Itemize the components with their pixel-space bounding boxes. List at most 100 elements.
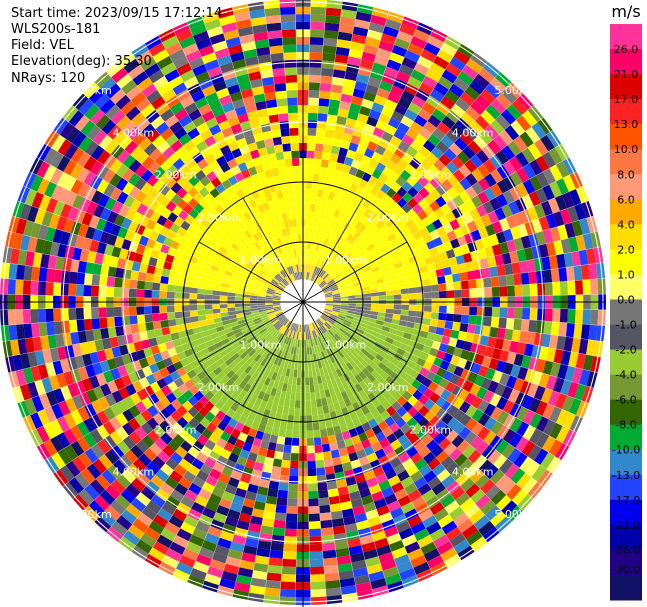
velocity-gate: [362, 265, 372, 273]
velocity-gate: [378, 155, 391, 167]
velocity-gate: [517, 366, 529, 381]
velocity-gate: [535, 358, 547, 373]
velocity-gate: [375, 319, 384, 326]
velocity-gate: [338, 147, 349, 157]
velocity-gate: [399, 282, 409, 290]
velocity-gate: [324, 129, 335, 139]
velocity-gate: [417, 108, 432, 121]
velocity-gate: [483, 187, 497, 201]
velocity-gate: [469, 208, 481, 221]
velocity-gate: [433, 55, 450, 70]
velocity-gate: [323, 246, 330, 255]
velocity-gate: [578, 338, 589, 355]
velocity-gate: [353, 229, 362, 239]
velocity-gate: [426, 240, 436, 250]
velocity-gate: [506, 307, 515, 319]
velocity-gate: [383, 228, 394, 238]
velocity-gate: [398, 140, 411, 153]
velocity-gate: [330, 259, 338, 268]
velocity-gate: [431, 291, 440, 299]
velocity-gate: [358, 137, 370, 148]
velocity-gate: [461, 64, 479, 80]
velocity-gate: [432, 127, 446, 141]
velocity-gate: [406, 321, 415, 329]
velocity-gate: [351, 159, 361, 169]
velocity-gate: [462, 211, 474, 224]
velocity-gate: [496, 396, 509, 411]
velocity-gate: [356, 144, 367, 155]
velocity-gate: [344, 279, 352, 285]
velocity-gate: [465, 332, 475, 343]
velocity-gate: [437, 275, 446, 285]
velocity-gate: [399, 314, 409, 322]
velocity-gate: [371, 215, 382, 226]
velocity-gate: [502, 362, 514, 376]
velocity-gate: [502, 160, 517, 176]
velocity-gate: [309, 44, 324, 53]
velocity-gate: [556, 409, 569, 426]
velocity-gate: [427, 133, 441, 147]
velocity-gate: [475, 94, 491, 110]
velocity-gate: [393, 309, 402, 315]
velocity-gate: [499, 217, 511, 232]
velocity-gate: [358, 162, 369, 173]
velocity-gate: [353, 314, 362, 320]
velocity-gate: [481, 144, 496, 159]
velocity-gate: [361, 130, 373, 141]
velocity-gate: [381, 214, 391, 224]
velocity-gate: [390, 153, 402, 165]
velocity-gate: [367, 211, 377, 222]
velocity-gate: [433, 261, 443, 271]
velocity-gate: [312, 219, 319, 228]
velocity-gate: [345, 206, 354, 216]
velocity-gate: [453, 227, 464, 239]
velocity-gate: [579, 369, 591, 386]
velocity-gate: [317, 260, 323, 268]
velocity-gate: [320, 253, 326, 261]
velocity-gate: [427, 114, 442, 128]
velocity-gate: [547, 390, 561, 407]
velocity-gate: [499, 349, 510, 363]
velocity-gate: [410, 36, 427, 49]
velocity-gate: [581, 385, 594, 404]
velocity-gate: [348, 48, 364, 59]
velocity-gate: [567, 381, 579, 399]
velocity-gate: [466, 323, 476, 334]
velocity-gate: [323, 237, 330, 246]
velocity-gate: [339, 291, 348, 296]
velocity-gate: [308, 226, 313, 235]
velocity-gate: [378, 113, 392, 125]
velocity-gate: [357, 325, 366, 332]
velocity-gate: [460, 349, 471, 361]
velocity-gate: [310, 273, 315, 281]
velocity-gate: [342, 250, 350, 258]
velocity-gate: [316, 128, 326, 137]
velocity-gate: [506, 215, 518, 229]
velocity-gate: [465, 106, 481, 121]
velocity-gate: [560, 208, 572, 225]
velocity-gate: [391, 110, 405, 123]
velocity-gate: [489, 197, 502, 211]
velocity-gate: [470, 195, 483, 208]
velocity-gate: [429, 62, 446, 76]
velocity-gate: [381, 237, 391, 247]
velocity-gate: [525, 126, 541, 144]
velocity-gate: [488, 233, 500, 247]
velocity-gate: [425, 95, 441, 109]
velocity-gate: [374, 144, 387, 156]
velocity-gate: [378, 291, 387, 297]
velocity-gate: [564, 365, 576, 382]
velocity-gate: [526, 259, 536, 273]
velocity-gate: [363, 208, 373, 218]
velocity-gate: [411, 95, 426, 109]
velocity-gate: [441, 69, 458, 84]
velocity-gate: [504, 328, 514, 341]
velocity-gate: [389, 251, 399, 260]
velocity-gate: [324, 264, 331, 272]
velocity-gate: [504, 124, 520, 141]
velocity-gate: [422, 75, 438, 89]
velocity-gate: [490, 183, 503, 198]
velocity-gate: [582, 309, 591, 325]
velocity-gate: [408, 293, 417, 300]
velocity-gate: [438, 251, 449, 262]
